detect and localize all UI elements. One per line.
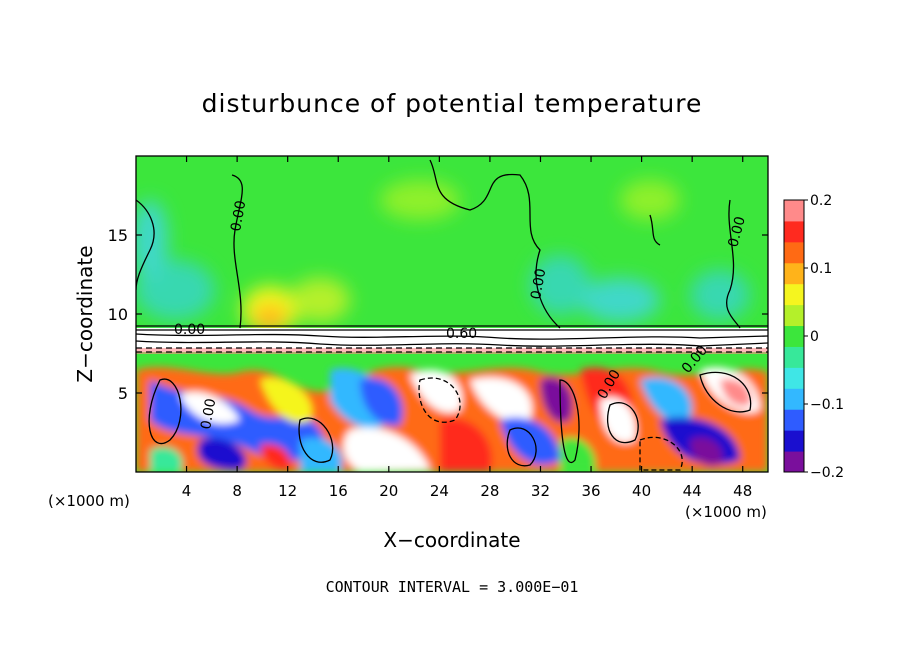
x-tick-label: 20	[379, 482, 398, 500]
heatmap-field: 0.00 0.00 0.00 0.00 0.00 0.60 0.00 0.00	[136, 156, 768, 472]
y-tick-label: 15	[108, 226, 128, 245]
colorbar-tick-label: 0.2	[810, 193, 832, 209]
x-tick-label: 12	[278, 482, 297, 500]
contour-label: 0.00	[725, 215, 749, 249]
colorbar-swatch	[784, 325, 804, 347]
heatmap-lower-cells	[136, 367, 768, 472]
y-axis: 5 10 15	[108, 226, 768, 403]
colorbar-swatch	[784, 409, 804, 431]
contour-label: 0.00	[228, 199, 249, 232]
x-tick-label: 36	[581, 482, 600, 500]
x-axis: 4 8 12 16 20 24 28 32 36 40 44 48	[182, 156, 752, 500]
colorbar-tick-label: 0.1	[810, 261, 832, 277]
x-tick-label: 32	[531, 482, 550, 500]
y-tick-label: 5	[118, 384, 128, 403]
contour-lines	[136, 159, 768, 471]
x-tick-label: 28	[480, 482, 499, 500]
colorbar-swatch	[784, 430, 804, 452]
y-tick-label: 10	[108, 305, 128, 324]
x-unit-left: (×1000 m)	[48, 492, 130, 510]
x-tick-label: 44	[683, 482, 702, 500]
colorbar-swatch	[784, 241, 804, 264]
colorbar-swatch	[784, 388, 804, 410]
x-tick-label: 48	[733, 482, 752, 500]
colorbar-swatch	[784, 346, 804, 368]
colorbar-swatch	[784, 304, 804, 327]
inversion-band-lower	[136, 348, 768, 354]
colorbar	[784, 200, 804, 473]
colorbar-tick-label: −0.1	[810, 397, 844, 413]
x-tick-label: 8	[232, 482, 242, 500]
colorbar-swatch	[784, 283, 804, 306]
colorbar-swatch	[784, 367, 804, 389]
x-tick-label: 16	[329, 482, 348, 500]
contour-interval-note: CONTOUR INTERVAL = 3.000E−01	[326, 578, 579, 596]
x-unit-right: (×1000 m)	[685, 503, 767, 521]
contour-label: 0.00	[174, 322, 205, 338]
chart-title: disturbunce of potential temperature	[202, 89, 703, 118]
colorbar-tick-label: 0	[810, 329, 819, 345]
x-tick-label: 4	[182, 482, 192, 500]
colorbar-swatch	[784, 262, 804, 285]
x-tick-label: 24	[430, 482, 449, 500]
colorbar-swatch	[784, 200, 804, 222]
colorbar-tick-label: −0.2	[810, 465, 844, 481]
contour-label: 0.00	[198, 397, 219, 430]
colorbar-swatch	[784, 220, 804, 243]
colorbar-swatch	[784, 451, 804, 473]
x-tick-label: 40	[632, 482, 651, 500]
x-axis-label: X−coordinate	[383, 528, 520, 552]
contour-label: 0.60	[446, 326, 477, 342]
colorbar-ticks: 0.2 0.1 0 −0.1 −0.2	[804, 193, 844, 481]
y-axis-label: Z−coordinate	[73, 245, 97, 382]
heatmap-upper-anomalies	[136, 180, 750, 334]
contour-label: 0.00	[528, 267, 549, 300]
